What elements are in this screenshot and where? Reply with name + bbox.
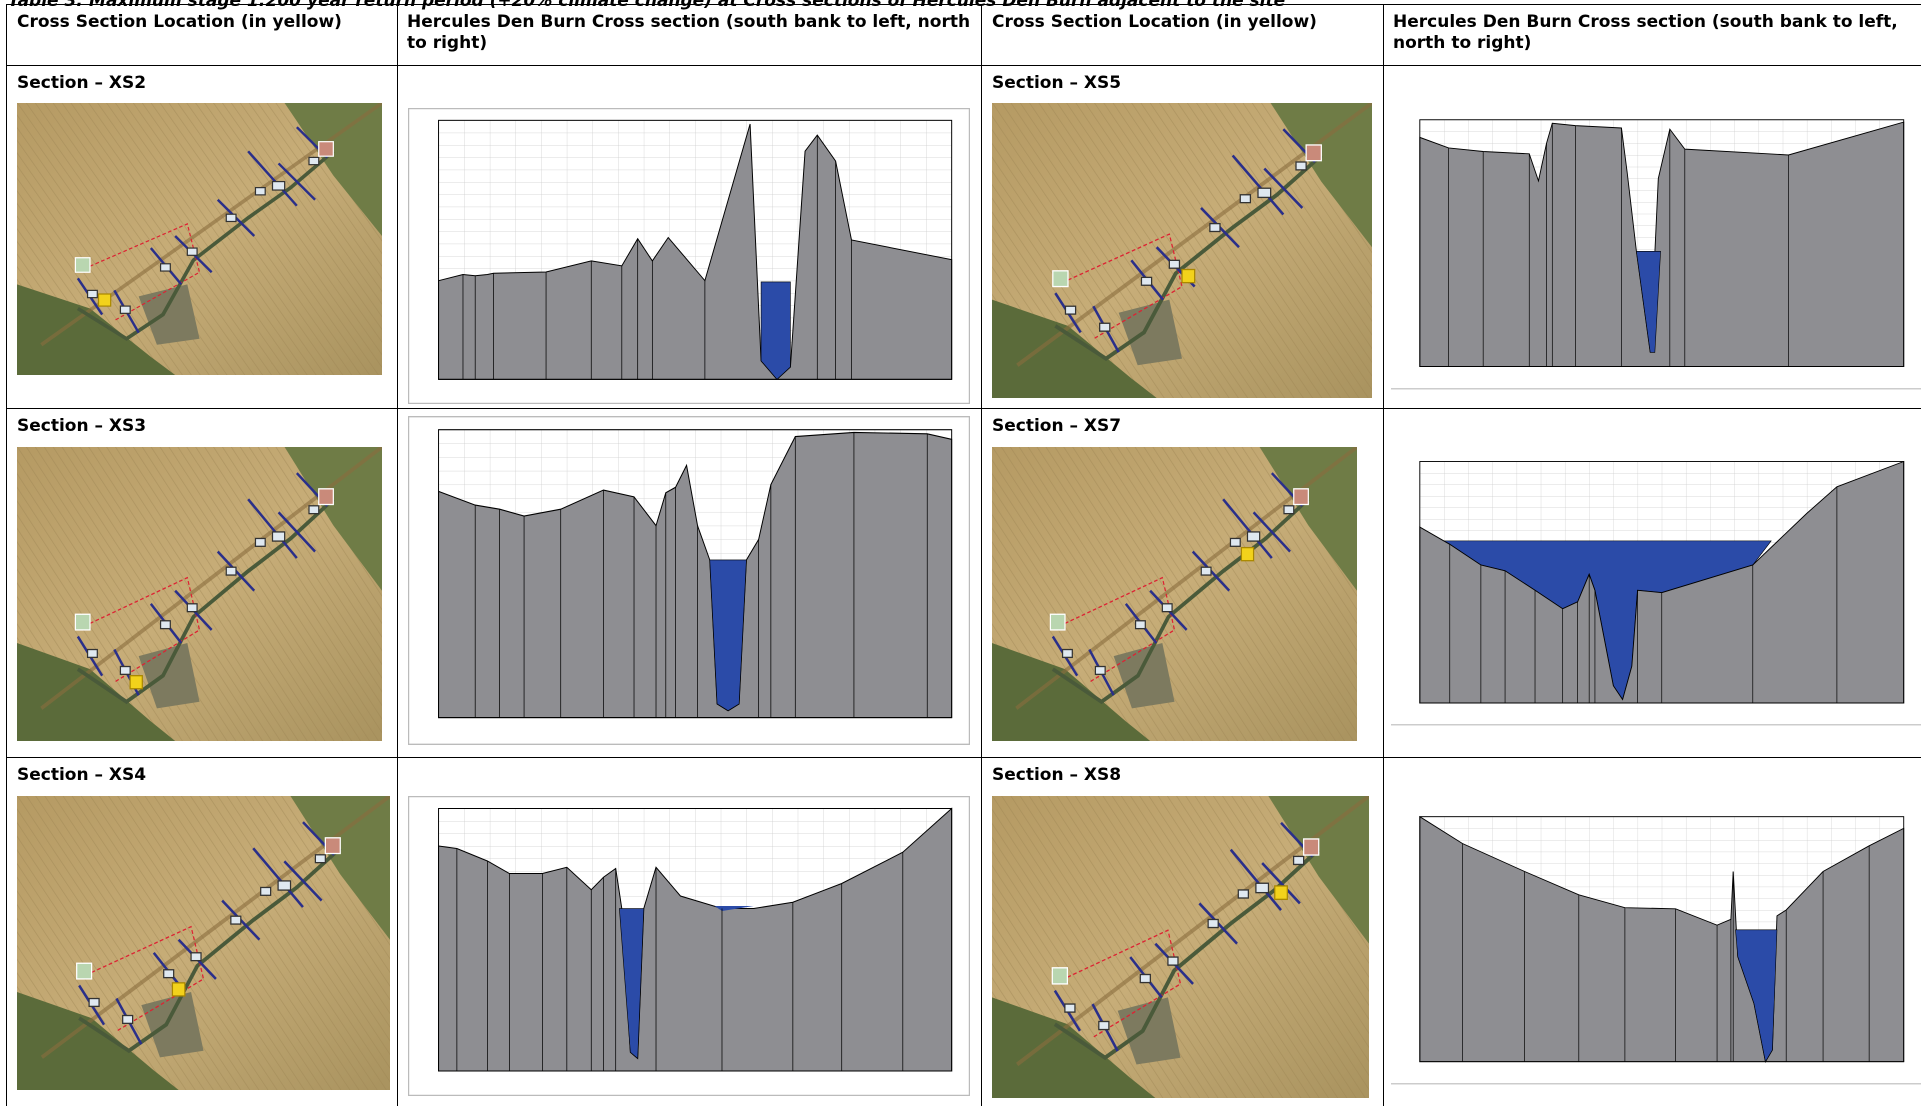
column-header: Cross Section Location (in yellow) <box>17 12 342 32</box>
location-map <box>992 103 1372 398</box>
rule <box>6 4 7 1106</box>
location-map <box>17 447 382 741</box>
cross-section-chart <box>1391 815 1921 1085</box>
rule <box>397 4 398 1106</box>
section-label: Section – XS5 <box>992 73 1122 93</box>
location-map <box>17 103 382 375</box>
rule <box>6 757 1921 758</box>
section-label: Section – XS8 <box>992 765 1122 785</box>
column-header: Hercules Den Burn Cross section (south b… <box>1393 12 1898 53</box>
cross-section-chart <box>408 416 970 745</box>
rule <box>1383 4 1384 1106</box>
column-header: Cross Section Location (in yellow) <box>992 12 1317 32</box>
section-label: Section – XS3 <box>17 416 147 436</box>
cross-section-chart <box>1391 460 1921 726</box>
rule <box>6 4 1921 5</box>
location-map <box>992 796 1369 1098</box>
caption: Table 3: Maximum stage 1:200 year return… <box>8 0 1286 11</box>
location-map <box>992 447 1357 741</box>
rule <box>981 4 982 1106</box>
section-label: Section – XS4 <box>17 765 147 785</box>
section-label: Section – XS2 <box>17 73 147 93</box>
rule <box>6 65 1921 66</box>
cross-section-chart <box>408 108 970 404</box>
cross-section-chart <box>1391 119 1921 390</box>
rule <box>6 408 1921 409</box>
cross-section-chart <box>408 796 970 1096</box>
column-header: Hercules Den Burn Cross section (south b… <box>407 12 971 53</box>
location-map <box>17 796 390 1090</box>
section-label: Section – XS7 <box>992 416 1122 436</box>
